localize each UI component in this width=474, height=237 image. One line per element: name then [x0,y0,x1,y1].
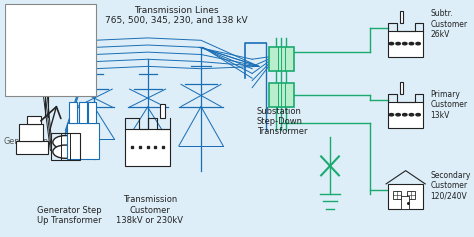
Circle shape [416,114,420,116]
Bar [408,191,415,199]
Circle shape [402,42,407,45]
Bar [17,141,47,154]
Text: Transmission: Transmission [12,8,79,17]
Bar [401,11,403,23]
Text: Transmission
Customer
138kV or 230kV: Transmission Customer 138kV or 230kV [116,195,183,225]
Text: Substation
Step-Down
Transformer: Substation Step-Down Transformer [256,107,307,137]
Circle shape [396,114,401,116]
FancyBboxPatch shape [5,4,96,96]
Bar [269,47,293,71]
Text: Subtr.
Customer
26kV: Subtr. Customer 26kV [430,9,467,39]
Bar [70,102,77,123]
Text: Generation: Generation [4,137,49,146]
Text: Distribution: Distribution [12,33,65,42]
Circle shape [53,145,78,158]
Bar [393,191,401,199]
Text: Generation: Generation [12,57,63,66]
Bar [27,116,41,124]
Bar [125,129,170,166]
Bar [88,102,95,123]
Bar [401,196,409,209]
Circle shape [396,42,401,45]
Circle shape [402,114,407,116]
Bar [67,123,99,159]
Text: Generator Step
Up Transformer: Generator Step Up Transformer [37,206,102,225]
Text: Secondary
Customer
120/240V: Secondary Customer 120/240V [430,171,471,201]
Circle shape [389,42,393,45]
Bar [388,102,423,128]
Text: Transmission Lines
765, 500, 345, 230, and 138 kV: Transmission Lines 765, 500, 345, 230, a… [105,6,248,25]
Bar [388,31,423,57]
Text: Distribution: Distribution [17,46,70,55]
Circle shape [409,42,414,45]
Bar [51,133,80,160]
Bar [18,124,43,141]
Circle shape [409,114,414,116]
Text: Transmission: Transmission [17,22,83,31]
Bar [80,102,87,123]
Bar [160,104,164,118]
Circle shape [416,42,420,45]
Circle shape [53,136,78,149]
Circle shape [389,114,393,116]
Bar [388,184,423,209]
Text: Generation: Generation [17,71,67,80]
Text: Primary
Customer
13kV: Primary Customer 13kV [430,90,467,120]
Bar [269,83,293,107]
Bar [401,82,403,94]
